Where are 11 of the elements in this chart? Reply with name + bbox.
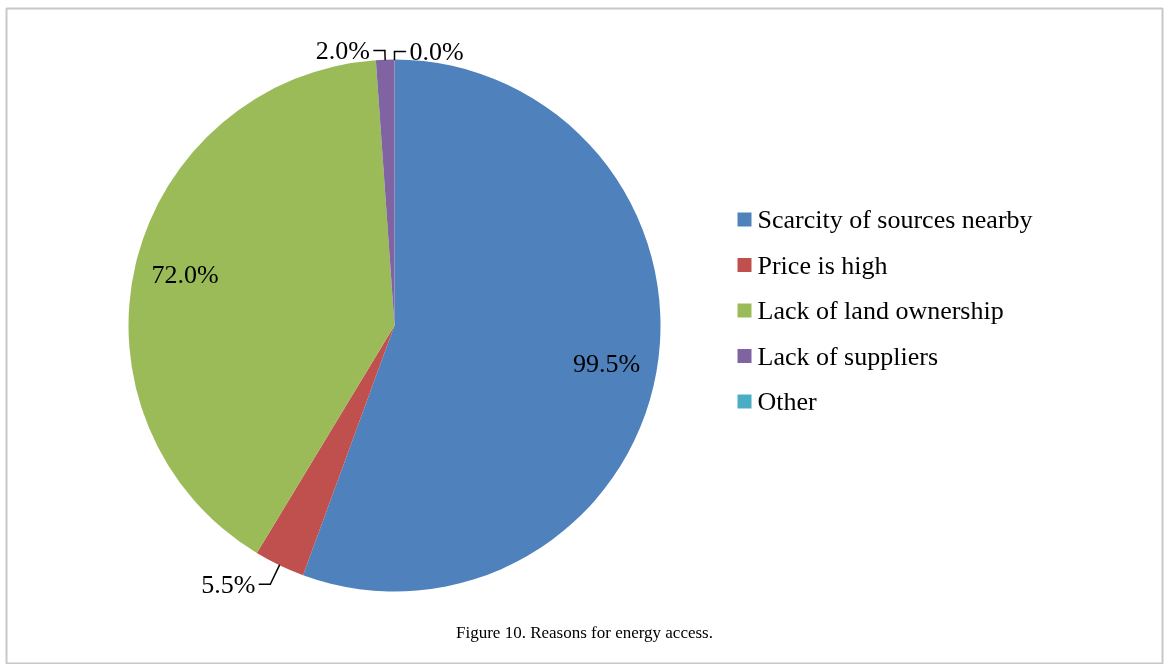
legend-label: Lack of suppliers <box>757 341 939 371</box>
data-label: 2.0% <box>315 36 370 66</box>
legend-label: Lack of land ownership <box>757 296 1004 325</box>
caption: Figure 10. Reasons for energy access. <box>456 623 713 642</box>
legend-label: Other <box>757 387 818 416</box>
legend-label: Scarcity of sources nearby <box>757 205 1033 234</box>
legend-label: Price is high <box>757 250 888 280</box>
data-label: 5.5% <box>201 569 256 599</box>
data-label: 72.0% <box>151 260 219 290</box>
data-label: 99.5% <box>573 348 641 378</box>
text: 0.0% <box>409 37 464 66</box>
